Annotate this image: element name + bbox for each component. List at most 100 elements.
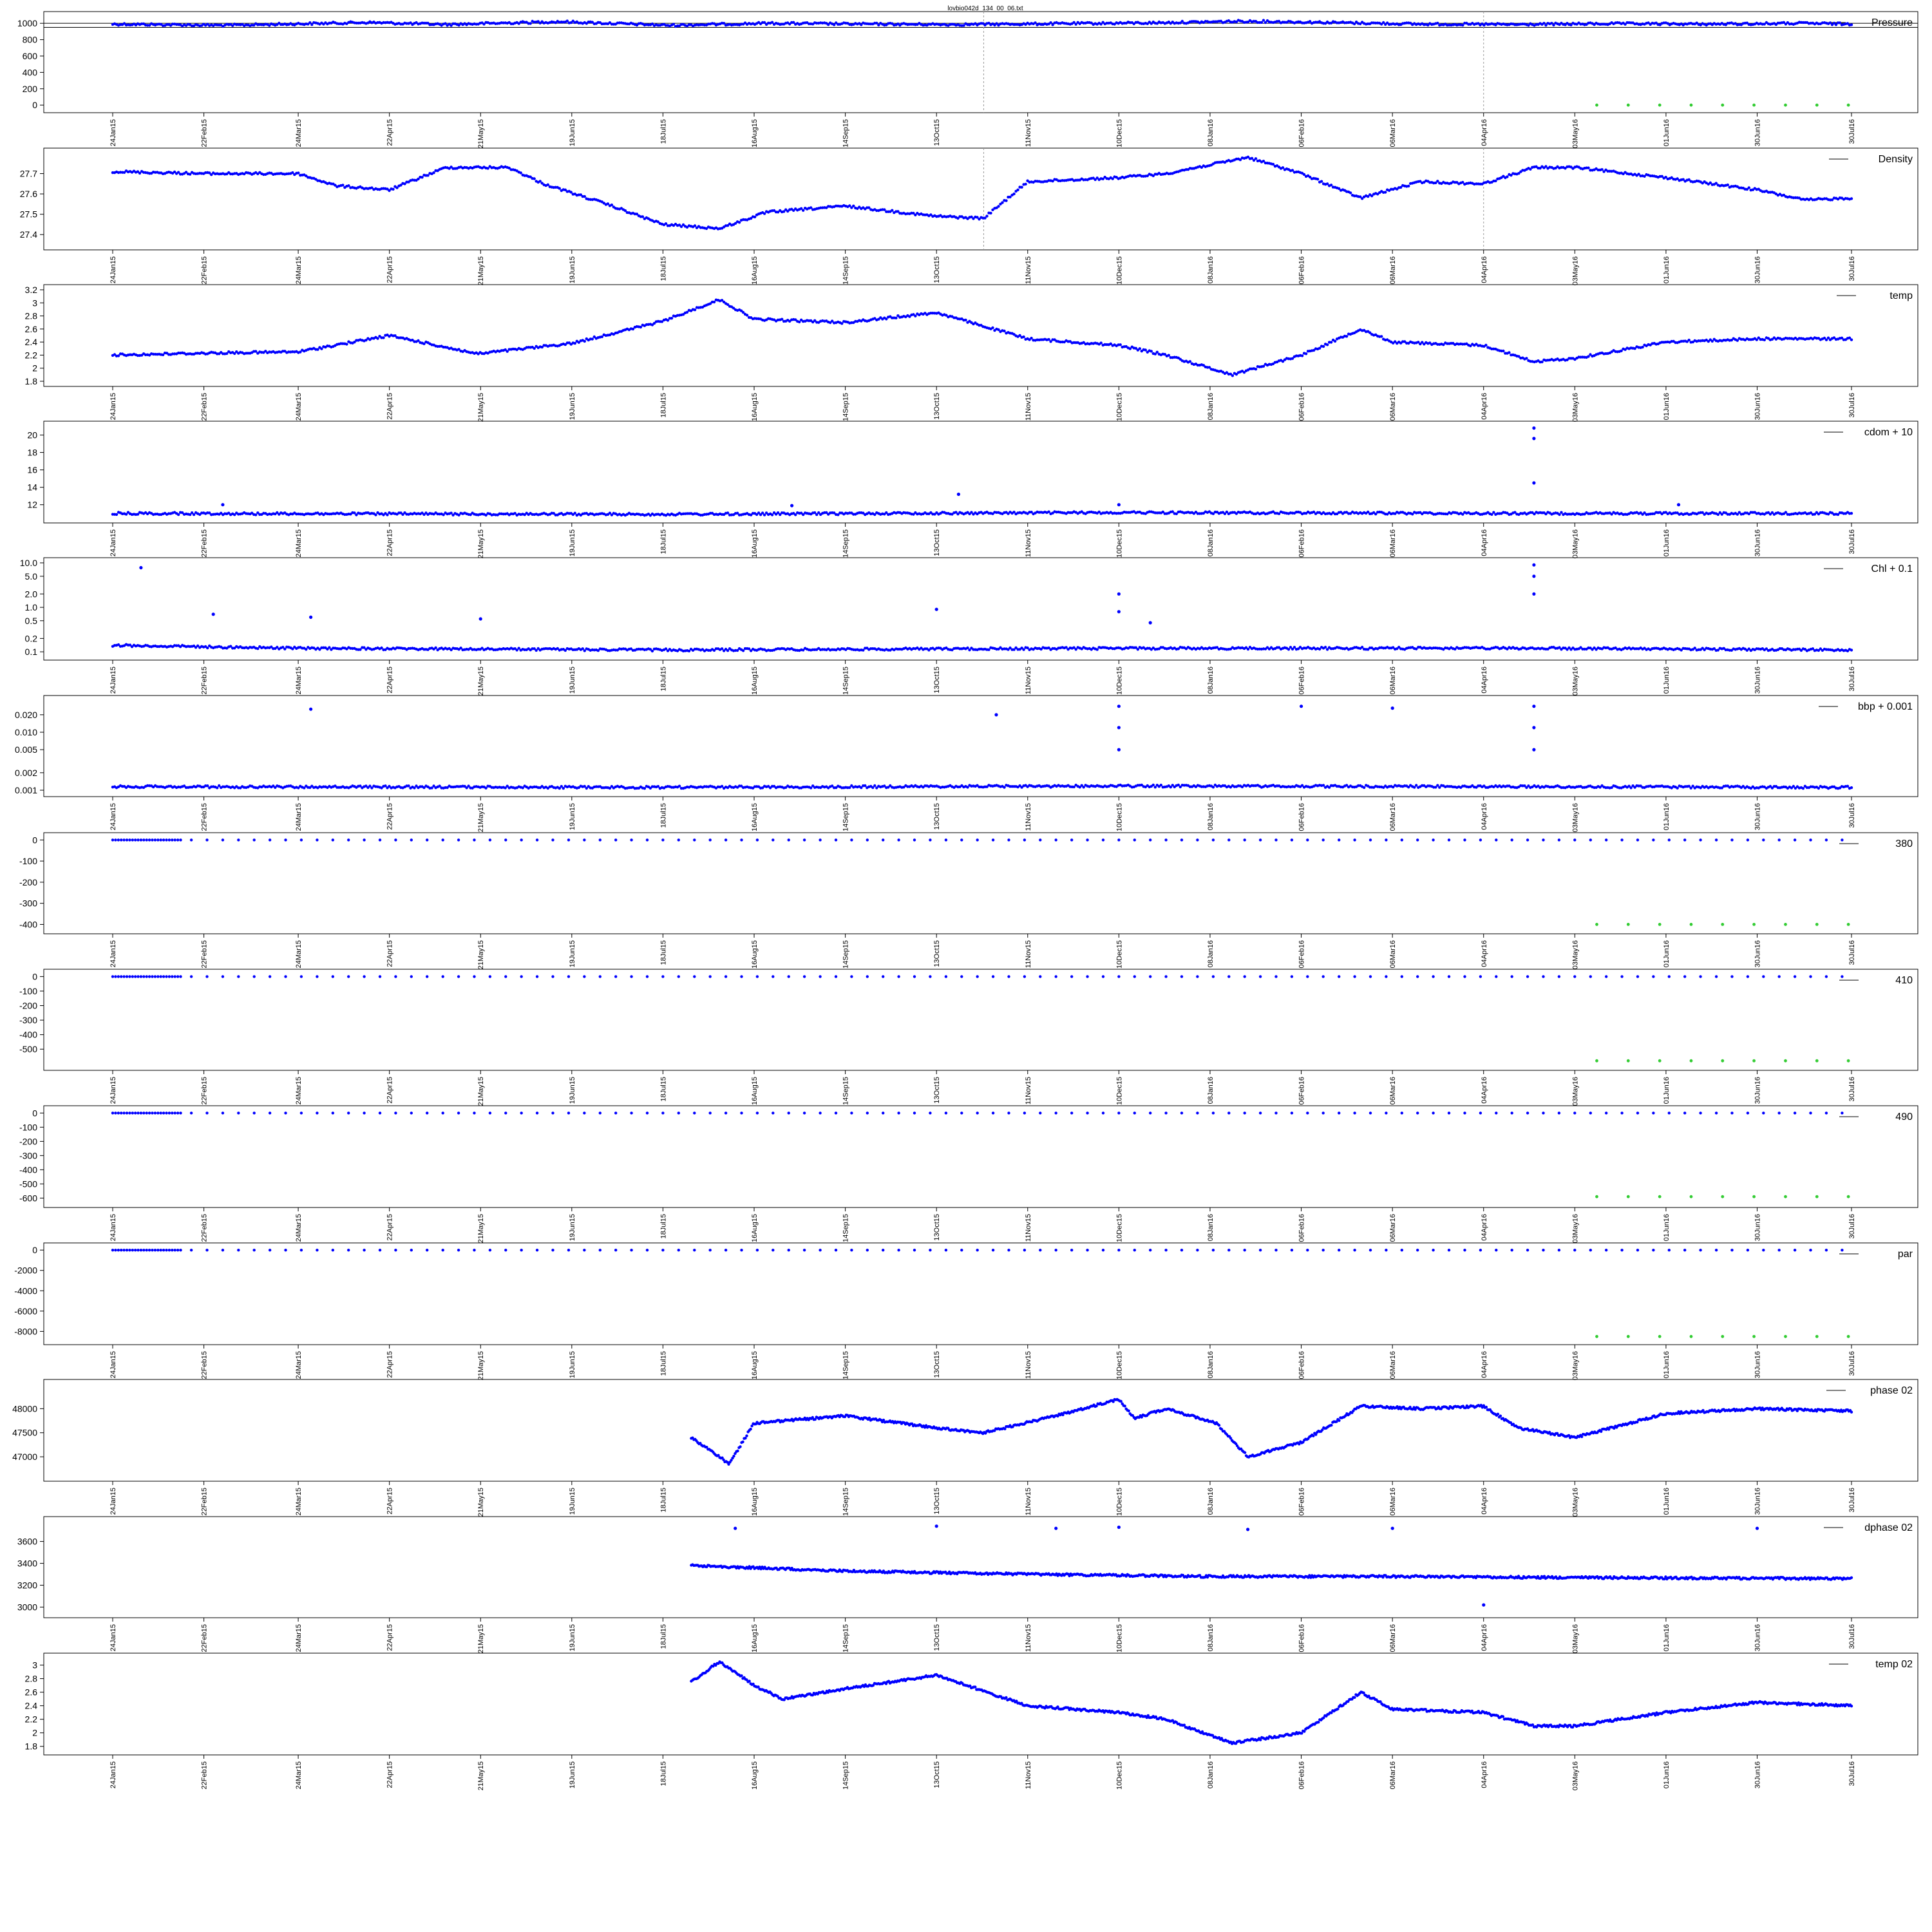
data-point: [1658, 23, 1662, 26]
data-point: [670, 317, 674, 320]
x-tick-label: 04Apr16: [1481, 393, 1488, 420]
data-point: [138, 171, 142, 175]
data-point: [781, 317, 784, 321]
x-tick-label: 13Oct15: [933, 803, 941, 830]
data-point: [579, 193, 582, 196]
y-tick-label: 0.020: [15, 710, 37, 720]
x-tick-label: 14Sep15: [842, 803, 850, 831]
x-tick-label: 10Dec15: [1115, 667, 1123, 695]
data-point: [122, 171, 126, 174]
outlier-point: [1117, 503, 1121, 507]
x-tick-label: 18Jul15: [659, 119, 667, 144]
data-point: [1024, 182, 1027, 186]
data-point: [1167, 354, 1171, 357]
x-tick-label: 24Mar15: [295, 529, 303, 557]
y-tick-label: 14: [27, 482, 37, 493]
data-point: [635, 213, 639, 216]
data-point: [981, 22, 985, 25]
data-point: [810, 206, 813, 209]
x-tick-label: 06Feb16: [1298, 529, 1306, 557]
data-point: [1151, 174, 1155, 178]
data-point: [517, 22, 520, 25]
data-point: [1552, 23, 1555, 27]
data-point: [1384, 191, 1387, 194]
x-tick-label: 13Oct15: [933, 529, 941, 556]
data-point: [1072, 21, 1075, 24]
x-tick-label: 10Dec15: [1115, 393, 1123, 421]
data-point: [1179, 21, 1182, 24]
y-tick-label: 200: [23, 84, 38, 94]
marker-point: [1846, 103, 1850, 107]
data-point: [308, 21, 312, 24]
panel-frame: [43, 695, 1918, 797]
x-tick-label: 18Jul15: [659, 256, 667, 281]
data-point: [1506, 175, 1509, 178]
data-point: [858, 205, 861, 209]
data-point: [848, 204, 851, 207]
x-tick-label: 06Mar16: [1389, 393, 1397, 421]
x-tick-label: 16Aug15: [751, 803, 759, 831]
data-point: [1461, 23, 1464, 27]
data-point: [1235, 20, 1238, 24]
x-tick-label: 04Apr16: [1481, 256, 1488, 283]
data-point: [734, 222, 737, 225]
x-tick-label: 14Sep15: [842, 119, 850, 147]
legend-label: Density: [1879, 154, 1913, 165]
data-point: [1600, 168, 1604, 171]
data-point: [891, 209, 894, 212]
panel-frame: [43, 421, 1918, 524]
data-point: [1359, 195, 1362, 198]
data-point: [1436, 180, 1439, 183]
data-point: [788, 23, 791, 26]
data-point: [1426, 23, 1430, 27]
x-tick-label: 18Jul15: [659, 667, 667, 692]
data-point: [1542, 21, 1546, 25]
data-point: [770, 21, 774, 24]
data-point: [486, 167, 489, 170]
data-point: [252, 24, 256, 27]
data-point: [1030, 336, 1033, 340]
data-point: [1386, 21, 1389, 24]
data-point: [538, 180, 542, 183]
data-point: [1660, 175, 1663, 178]
data-point: [898, 24, 902, 27]
data-point: [1396, 187, 1399, 191]
x-tick-label: 01Jun16: [1663, 393, 1671, 420]
data-point: [1304, 352, 1308, 355]
data-point: [1349, 191, 1352, 194]
y-tick-label: 2.0: [25, 589, 38, 599]
data-point: [1146, 22, 1150, 25]
x-tick-label: 08Jan16: [1207, 393, 1215, 420]
data-point: [792, 209, 795, 212]
data-point: [635, 23, 639, 27]
x-tick-label: 08Jan16: [1207, 803, 1215, 830]
x-tick-label: 03May16: [1571, 667, 1579, 696]
data-point: [1745, 187, 1748, 191]
data-point: [1622, 172, 1625, 176]
x-tick-label: 08Jan16: [1207, 529, 1215, 556]
x-tick-label: 24Mar15: [295, 803, 303, 831]
data-point: [231, 24, 234, 27]
data-point: [896, 210, 900, 213]
x-tick-label: 13Oct15: [933, 667, 941, 694]
data-point: [712, 300, 716, 304]
x-tick-label: 30Jun16: [1754, 529, 1762, 556]
x-tick-label: 08Jan16: [1207, 256, 1215, 283]
data-point: [591, 337, 594, 341]
data-point: [1830, 23, 1834, 26]
data-point: [1051, 180, 1054, 183]
x-tick-label: 16Aug15: [751, 393, 759, 421]
data-point: [1188, 360, 1192, 363]
data-point: [1246, 647, 1250, 651]
x-tick-label: 19Jun15: [569, 256, 576, 283]
data-point: [693, 224, 697, 227]
data-point: [426, 174, 430, 177]
data-point: [1850, 23, 1853, 26]
data-point: [875, 21, 878, 25]
data-point: [964, 318, 967, 322]
data-point: [1308, 20, 1312, 23]
x-tick-label: 14Sep15: [842, 256, 850, 285]
data-point: [1838, 21, 1842, 24]
data-point: [1277, 166, 1281, 169]
data-point: [208, 171, 211, 175]
